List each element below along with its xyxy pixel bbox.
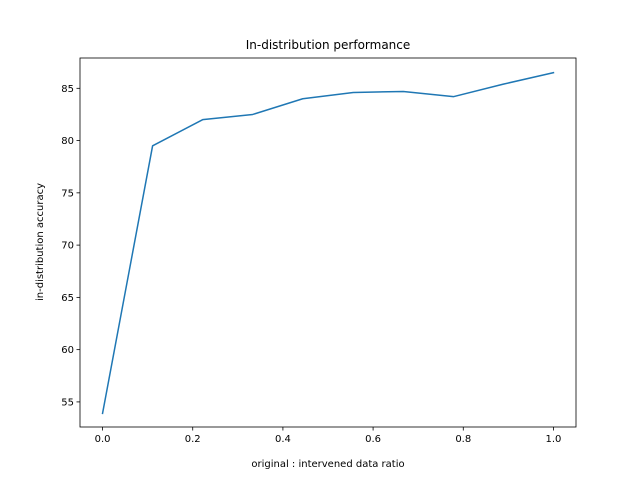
- x-tick-label: 0.2: [185, 434, 201, 445]
- x-tick-label: 0.4: [275, 434, 291, 445]
- x-tick-label: 0.8: [455, 434, 471, 445]
- y-tick-label: 80: [61, 136, 74, 147]
- x-tick-label: 1.0: [546, 434, 562, 445]
- chart-title: In-distribution performance: [246, 38, 411, 52]
- plot-area: 0.0 0.2 0.4 0.6 0.8 1.0 55 60 65 70 75 80 85: [61, 57, 577, 445]
- y-axis-label: in-distribution accuracy: [35, 183, 46, 301]
- series-line-0: [101, 71, 555, 415]
- axes-frame: [79, 57, 577, 428]
- y-tick-label: 75: [61, 188, 74, 199]
- y-tick-label: 70: [61, 241, 74, 252]
- x-tick-label: 0.6: [365, 434, 381, 445]
- x-axis-label: original : intervened data ratio: [251, 459, 404, 470]
- y-tick-label: 65: [61, 293, 74, 304]
- y-tick-label: 60: [61, 345, 74, 356]
- y-tick-label: 55: [61, 397, 74, 408]
- x-tick-label: 0.0: [95, 434, 111, 445]
- y-tick-label: 85: [61, 84, 74, 95]
